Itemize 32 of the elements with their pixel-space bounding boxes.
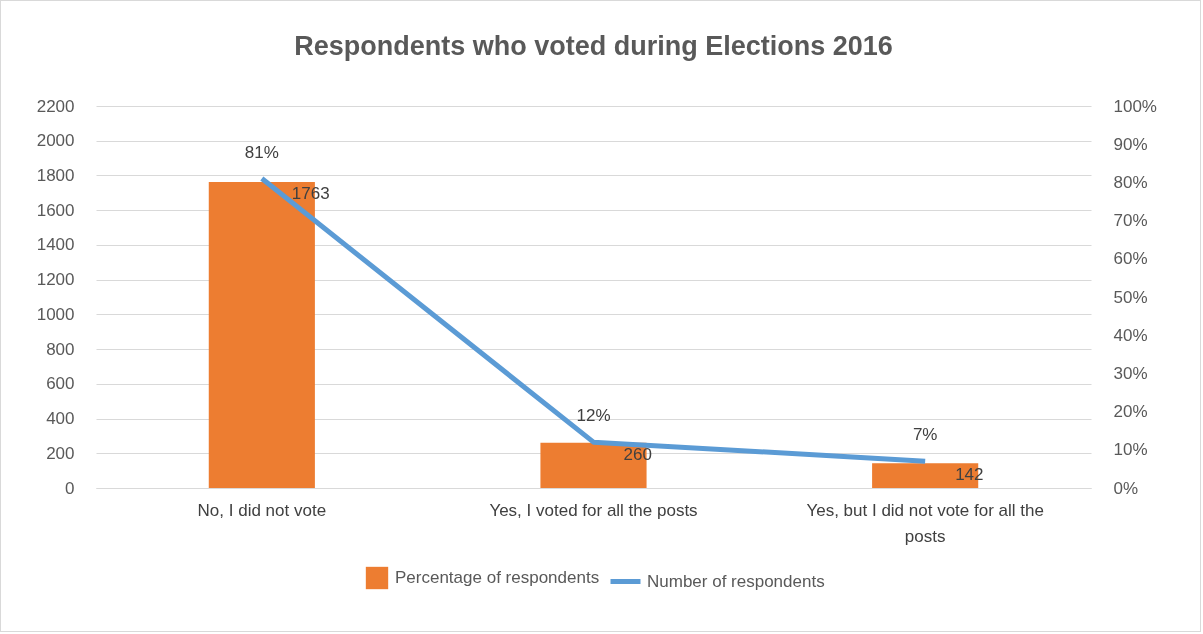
- chart-title: Respondents who voted during Elections 2016: [294, 31, 893, 61]
- y2-tick-label: 30%: [1113, 363, 1148, 383]
- y2-tick-label: 100%: [1113, 96, 1157, 116]
- data-label: 7%: [912, 425, 938, 445]
- legend-label: Number of respondents: [647, 571, 825, 591]
- y2-tick-label: 80%: [1113, 172, 1148, 192]
- y2-tick-label: 50%: [1113, 287, 1148, 307]
- y-tick-label: 1200: [36, 270, 75, 290]
- data-label: 12%: [576, 406, 611, 426]
- y2-tick-label: 20%: [1113, 402, 1148, 422]
- x-tick-label: No, I did not vote: [197, 500, 327, 520]
- y2-tick-label: 70%: [1113, 211, 1148, 231]
- y2-tick-label: 40%: [1113, 325, 1148, 345]
- y2-tick-label: 0%: [1113, 478, 1139, 498]
- y2-tick-label: 60%: [1113, 249, 1148, 269]
- x-tick-label: Yes, I voted for all the posts: [489, 500, 698, 520]
- y-tick-label: 1800: [36, 165, 75, 185]
- y-tick-label: 2000: [36, 131, 75, 151]
- y-tick-label: 1000: [36, 304, 75, 324]
- y-tick-label: 1600: [36, 200, 75, 220]
- y-tick-label: 1400: [36, 235, 75, 255]
- y-tick-label: 0: [65, 478, 75, 498]
- data-label: 81%: [244, 142, 279, 162]
- y-tick-label: 400: [46, 409, 75, 429]
- y-tick-label: 200: [46, 443, 75, 463]
- legend-label: Percentage of respondents: [395, 568, 600, 587]
- y-tick-label: 800: [46, 339, 75, 359]
- y-tick-label: 2200: [36, 96, 75, 116]
- y2-tick-label: 10%: [1113, 440, 1148, 460]
- x-tick-label: Yes, but I did not vote for all the posts: [806, 500, 1044, 546]
- y-tick-label: 600: [46, 374, 75, 394]
- y2-tick-label: 90%: [1113, 134, 1148, 154]
